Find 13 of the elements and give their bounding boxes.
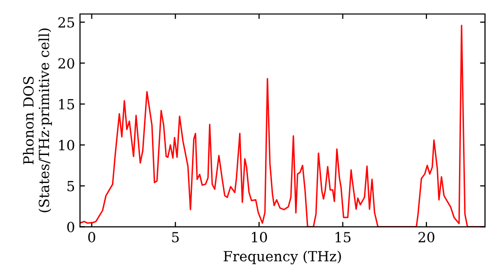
y-axis-title: Phonon DOS (States/THz·primitive cell) <box>22 28 52 212</box>
y-tick-label: 15 <box>59 99 74 110</box>
x-tick-label: 5 <box>172 232 179 242</box>
x-tick-label: 0 <box>88 232 96 242</box>
y-tick-label: 25 <box>58 17 74 28</box>
y-tick-label: 10 <box>59 140 74 150</box>
y-tick-label: 5 <box>67 181 74 192</box>
x-axis-title: Frequency (THz) <box>224 250 341 264</box>
x-tick-label: 10 <box>252 232 267 242</box>
y-tick-label: 0 <box>67 222 74 232</box>
x-tick-label: 15 <box>336 232 351 242</box>
x-tick-label: 20 <box>418 232 434 242</box>
y-tick-label: 20 <box>58 58 74 69</box>
